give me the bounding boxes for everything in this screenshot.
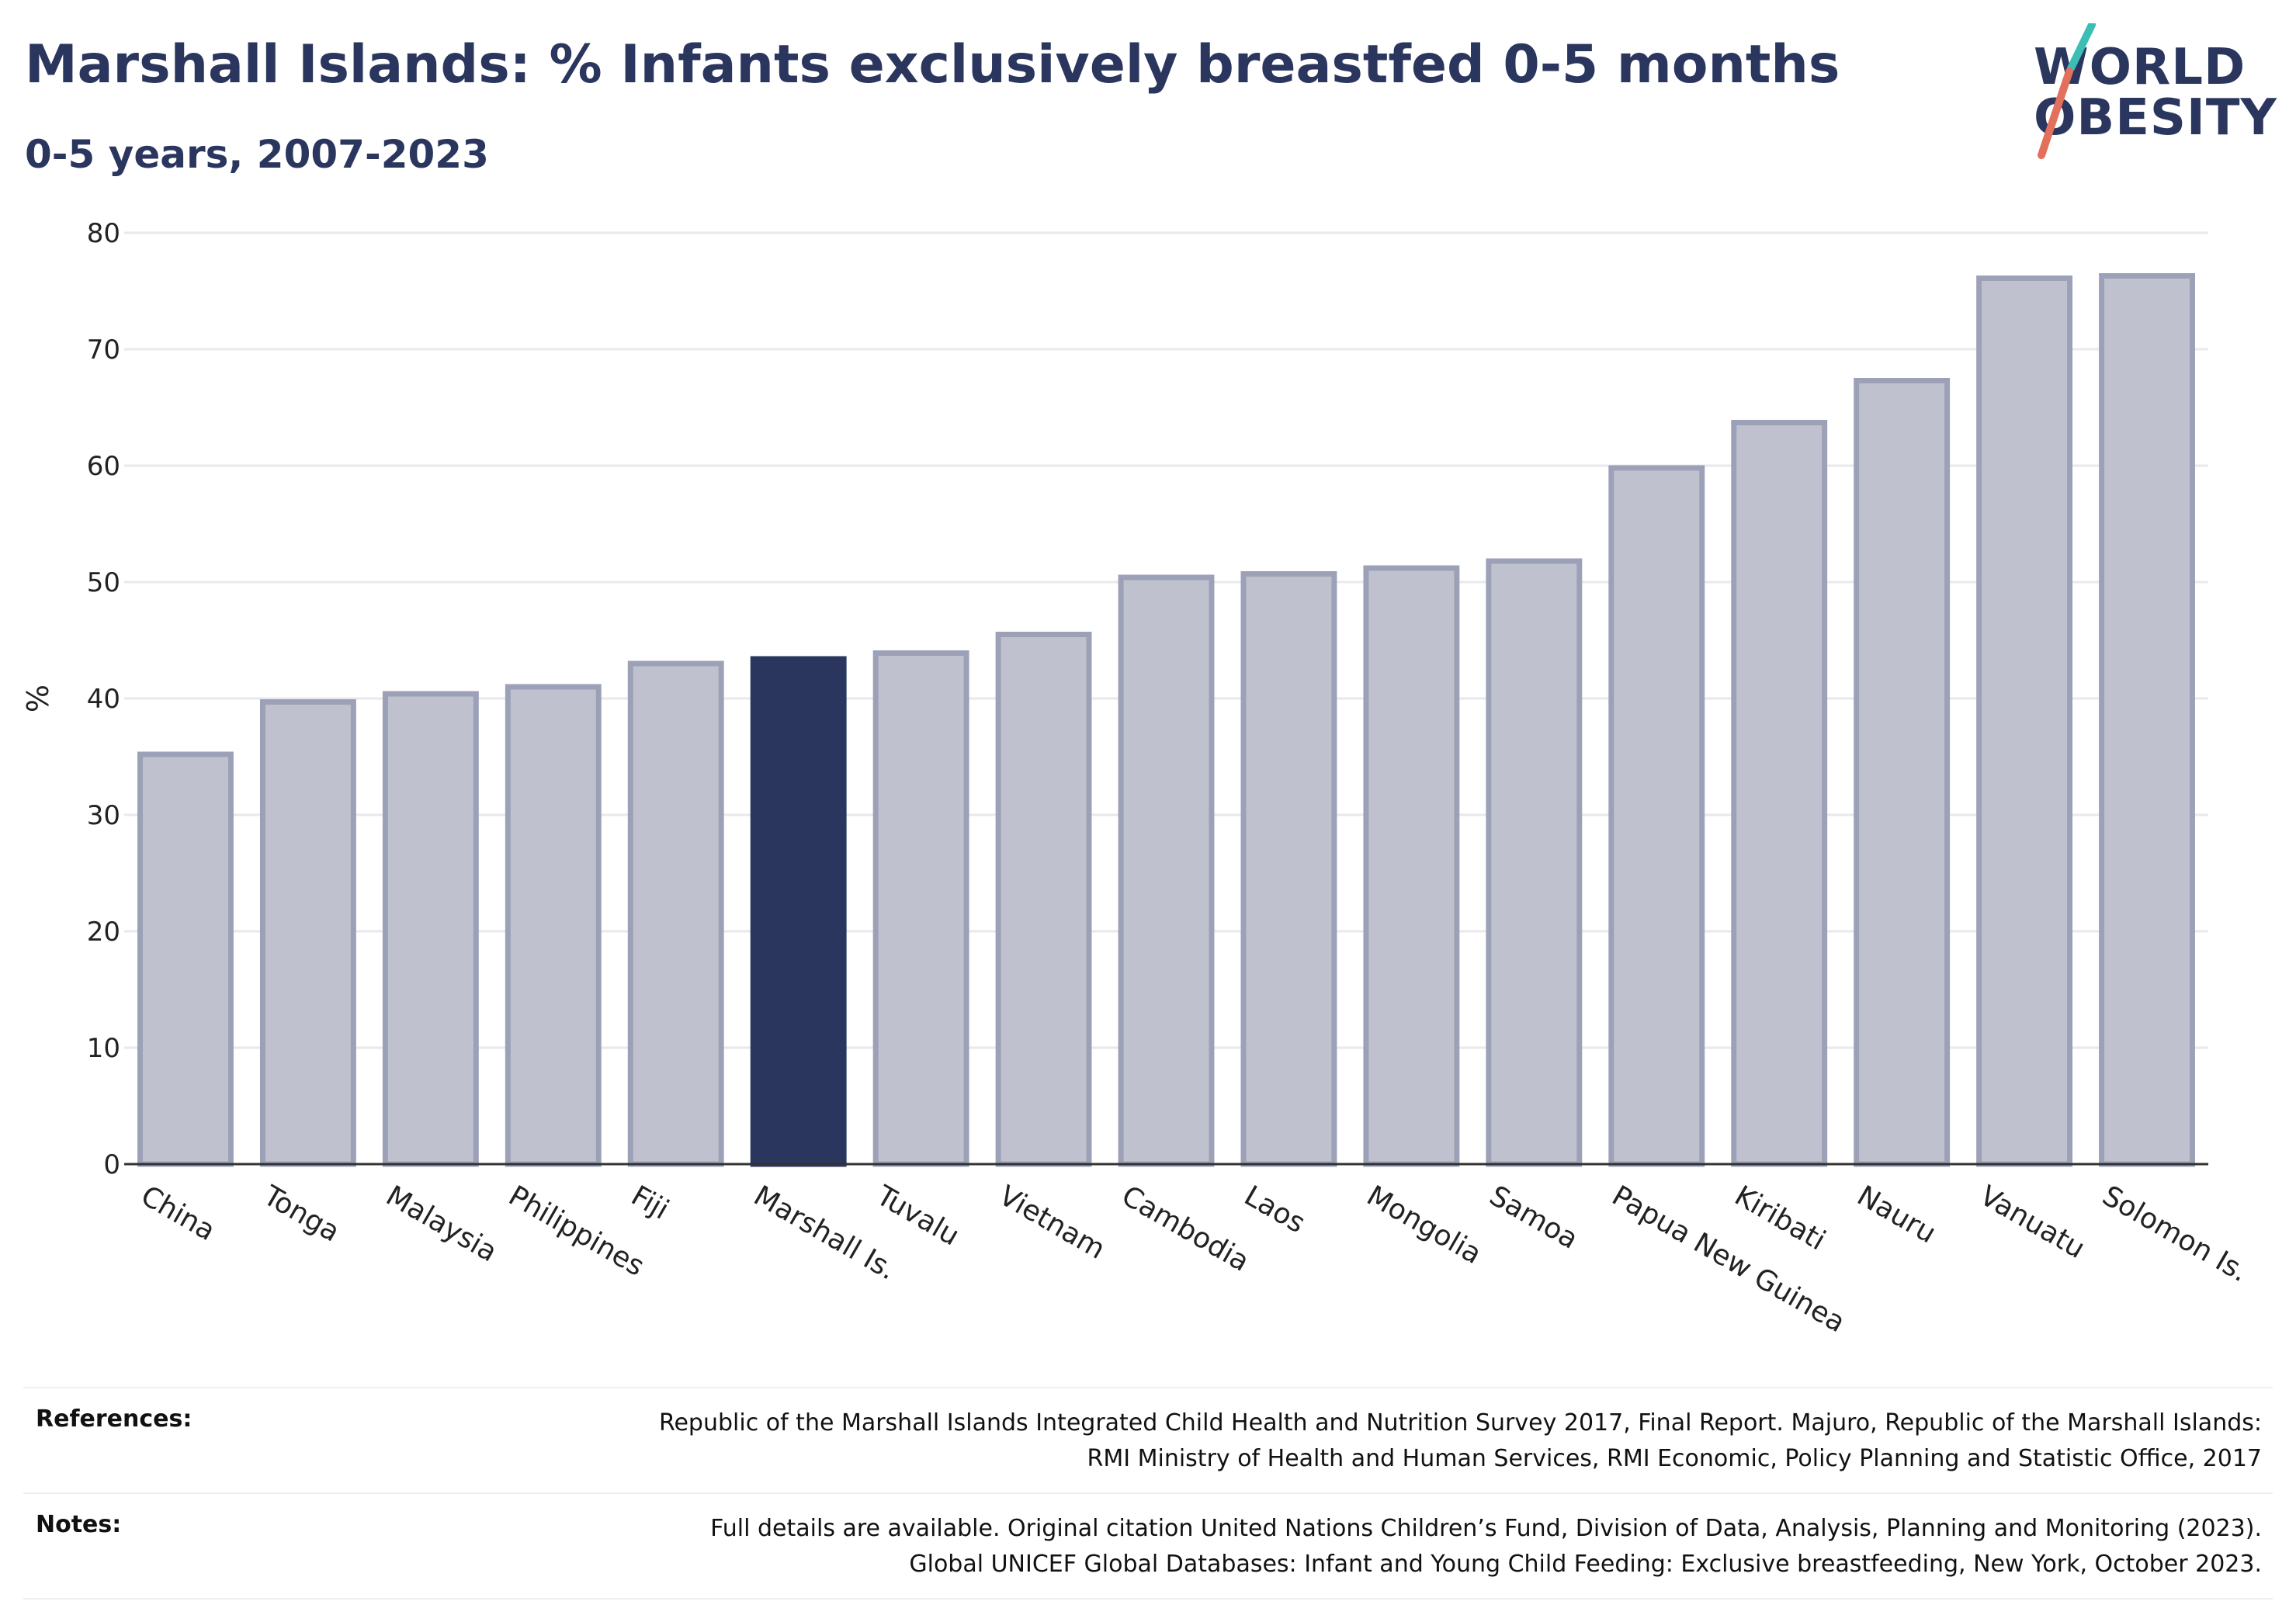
x-tick-label: Fiji — [626, 1180, 674, 1226]
y-tick-label: 60 — [87, 451, 120, 482]
bar-chart: 0 10 20 30 40 50 60 70 80 China Tonga Malaysia Phil… — [21, 218, 2253, 1340]
x-tick-label: Malaysia — [380, 1180, 502, 1268]
bar-samoa — [1486, 558, 1583, 1167]
notes-label: Notes: — [36, 1511, 122, 1538]
x-tick-label: Vanuatu — [1975, 1180, 2090, 1265]
x-tick-label: Nauru — [1852, 1180, 1941, 1249]
y-tick-label: 40 — [87, 684, 120, 715]
y-tick-label: 30 — [87, 800, 120, 831]
bar-fiji — [627, 660, 724, 1167]
bar-philippines — [505, 684, 602, 1167]
y-tick-label: 0 — [103, 1149, 120, 1180]
bar-china — [137, 751, 234, 1167]
x-tick-label: Solomon Is. — [2097, 1180, 2254, 1288]
bar-mongolia — [1363, 565, 1460, 1167]
bar-malaysia — [382, 691, 479, 1167]
x-tick-label: Vietnam — [994, 1180, 1110, 1266]
bar-tonga — [259, 699, 356, 1167]
x-tick-label: Mongolia — [1361, 1180, 1487, 1270]
bar-vanuatu — [1976, 276, 2073, 1167]
bar-vietnam — [995, 632, 1092, 1167]
bar-papua-new-guinea — [1608, 465, 1705, 1167]
logo-slash-icon — [2038, 23, 2096, 159]
bar-nauru — [1854, 378, 1951, 1167]
bar-laos — [1240, 571, 1337, 1167]
bar-marshall-is — [750, 656, 847, 1167]
notes-text: Full details are available. Original cit… — [710, 1515, 2262, 1578]
x-tick-label: Tuvalu — [870, 1180, 964, 1253]
notes-row: Notes: Full details are available. Origi… — [23, 1492, 2273, 1599]
footer: References: Republic of the Marshall Isl… — [23, 1387, 2273, 1599]
y-tick-label: 10 — [87, 1033, 120, 1064]
chart-title: Marshall Islands: % Infants exclusively … — [25, 34, 1840, 95]
x-tick-label: Philippines — [503, 1180, 649, 1282]
y-tick-label: 20 — [87, 917, 120, 948]
logo-word-obesity: OBESITY — [2034, 89, 2277, 147]
chart-subtitle: 0-5 years, 2007-2023 — [25, 132, 489, 177]
bar-kiribati — [1731, 420, 1828, 1167]
x-tick-label: Cambodia — [1116, 1180, 1254, 1278]
y-axis-label: % — [21, 684, 55, 712]
world-obesity-logo: WORLD OBESITY — [2018, 23, 2282, 163]
x-tick-label: Laos — [1239, 1180, 1310, 1239]
bar-solomon-is — [2099, 273, 2195, 1167]
y-tick-label: 70 — [87, 334, 120, 366]
bar-tuvalu — [872, 650, 969, 1167]
x-tick-label: Samoa — [1484, 1180, 1583, 1256]
x-tick-label: Kiribati — [1729, 1180, 1831, 1256]
x-tick-label: Papua New Guinea — [1607, 1180, 1850, 1339]
x-tick-label: Tonga — [258, 1180, 345, 1249]
bars — [137, 273, 2195, 1167]
y-axis-ticks: 0 10 20 30 40 50 60 70 80 — [87, 218, 120, 1180]
references-row: References: Republic of the Marshall Isl… — [23, 1387, 2273, 1492]
y-tick-label: 80 — [87, 218, 120, 249]
x-tick-label: China — [135, 1180, 220, 1247]
references-label: References: — [36, 1405, 192, 1433]
y-tick-label: 50 — [87, 567, 120, 598]
references-text: Republic of the Marshall Islands Integra… — [658, 1409, 2262, 1472]
bar-cambodia — [1118, 574, 1215, 1167]
